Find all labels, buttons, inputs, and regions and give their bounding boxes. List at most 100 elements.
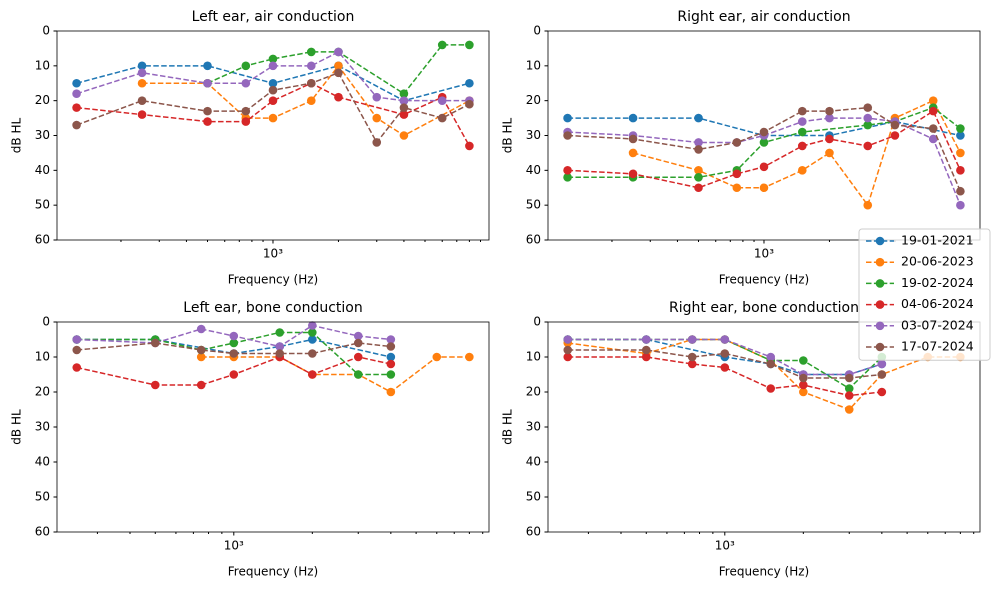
chart-title: Left ear, bone conduction xyxy=(183,300,362,316)
data-point xyxy=(877,387,887,397)
series-line xyxy=(76,82,471,147)
legend-marker xyxy=(875,236,885,246)
data-point xyxy=(759,183,769,193)
data-point xyxy=(399,103,409,112)
data-point xyxy=(399,89,409,98)
data-point xyxy=(797,141,807,151)
data-point xyxy=(928,106,938,116)
y-tick-label: 60 xyxy=(35,525,50,539)
data-point xyxy=(275,349,285,358)
data-point xyxy=(799,373,808,383)
legend-label: 19-02-2024 xyxy=(901,275,974,290)
y-tick-label: 30 xyxy=(526,128,541,142)
y-tick-label: 20 xyxy=(526,93,541,107)
y-tick-label: 10 xyxy=(526,58,541,72)
data-point xyxy=(844,373,854,383)
data-point xyxy=(399,96,409,105)
x-tick-label: 10³ xyxy=(263,247,283,261)
data-point xyxy=(928,124,938,133)
data-point xyxy=(386,387,396,397)
data-point xyxy=(890,120,900,130)
data-point xyxy=(628,113,638,123)
data-point xyxy=(196,352,206,362)
data-point xyxy=(863,113,873,123)
data-point xyxy=(766,352,776,362)
data-point xyxy=(386,370,396,379)
data-point xyxy=(203,61,212,71)
y-tick-label: 0 xyxy=(533,24,541,38)
data-point xyxy=(196,380,206,390)
series-line xyxy=(567,349,882,379)
series-line xyxy=(567,106,961,179)
data-point xyxy=(386,342,396,351)
data-point xyxy=(268,113,278,123)
data-point xyxy=(956,200,965,210)
legend-marker xyxy=(875,300,885,309)
data-point xyxy=(275,342,285,351)
data-point xyxy=(372,92,382,102)
y-tick-label: 10 xyxy=(35,350,50,364)
plot-frame xyxy=(56,30,490,241)
data-point xyxy=(863,120,873,130)
data-point xyxy=(137,68,147,78)
legend-label: 20-06-2023 xyxy=(901,254,974,269)
series-line xyxy=(567,106,962,192)
series-line xyxy=(567,356,882,397)
data-point xyxy=(334,61,343,71)
data-point xyxy=(229,370,239,379)
data-point xyxy=(334,68,343,78)
data-point xyxy=(203,117,212,126)
data-point xyxy=(399,110,409,119)
legend-label: 19-01-2021 xyxy=(901,233,974,248)
chart-title: Left ear, air conduction xyxy=(192,9,355,25)
data-point xyxy=(72,89,81,98)
data-point xyxy=(766,359,776,369)
series-line xyxy=(76,324,391,348)
data-point xyxy=(825,134,834,144)
series-line xyxy=(142,64,470,137)
data-point xyxy=(372,113,382,123)
data-point xyxy=(306,61,316,71)
data-point xyxy=(844,384,854,393)
data-point xyxy=(694,138,703,147)
data-point xyxy=(732,169,742,179)
data-point xyxy=(628,148,638,158)
data-point xyxy=(308,370,317,379)
data-point xyxy=(465,40,474,50)
data-point xyxy=(641,345,651,355)
series-line xyxy=(632,99,962,207)
series-line xyxy=(567,110,962,189)
data-point xyxy=(759,162,769,172)
data-point xyxy=(437,40,447,50)
data-point xyxy=(465,352,474,362)
data-point xyxy=(563,173,572,182)
y-tick-label: 20 xyxy=(526,385,541,399)
y-tick-label: 40 xyxy=(526,163,541,177)
data-point xyxy=(956,186,965,196)
data-point xyxy=(268,61,278,71)
data-point xyxy=(137,78,147,88)
subplot: Left ear, bone conduction Frequency (Hz) d… xyxy=(10,300,490,579)
data-point xyxy=(465,141,474,151)
series-line xyxy=(76,356,391,386)
subplot: Right ear, air conduction Frequency (Hz) d… xyxy=(501,9,981,287)
data-point xyxy=(694,145,703,154)
data-point xyxy=(437,96,447,105)
legend-marker xyxy=(875,342,885,352)
y-axis-label: dB HL xyxy=(10,409,24,445)
y-tick-label: 0 xyxy=(533,315,541,329)
data-point xyxy=(687,359,697,369)
data-point xyxy=(694,113,703,123)
data-point xyxy=(306,47,316,57)
legend-label: 04-06-2024 xyxy=(901,296,974,311)
data-point xyxy=(877,359,887,369)
data-point xyxy=(386,335,396,344)
data-point xyxy=(353,352,363,362)
data-point xyxy=(956,166,965,175)
y-tick-label: 20 xyxy=(35,385,50,399)
data-point xyxy=(137,110,147,119)
data-point xyxy=(844,405,854,414)
data-point xyxy=(72,78,81,88)
data-point xyxy=(844,391,854,400)
plot-frame xyxy=(547,321,981,533)
